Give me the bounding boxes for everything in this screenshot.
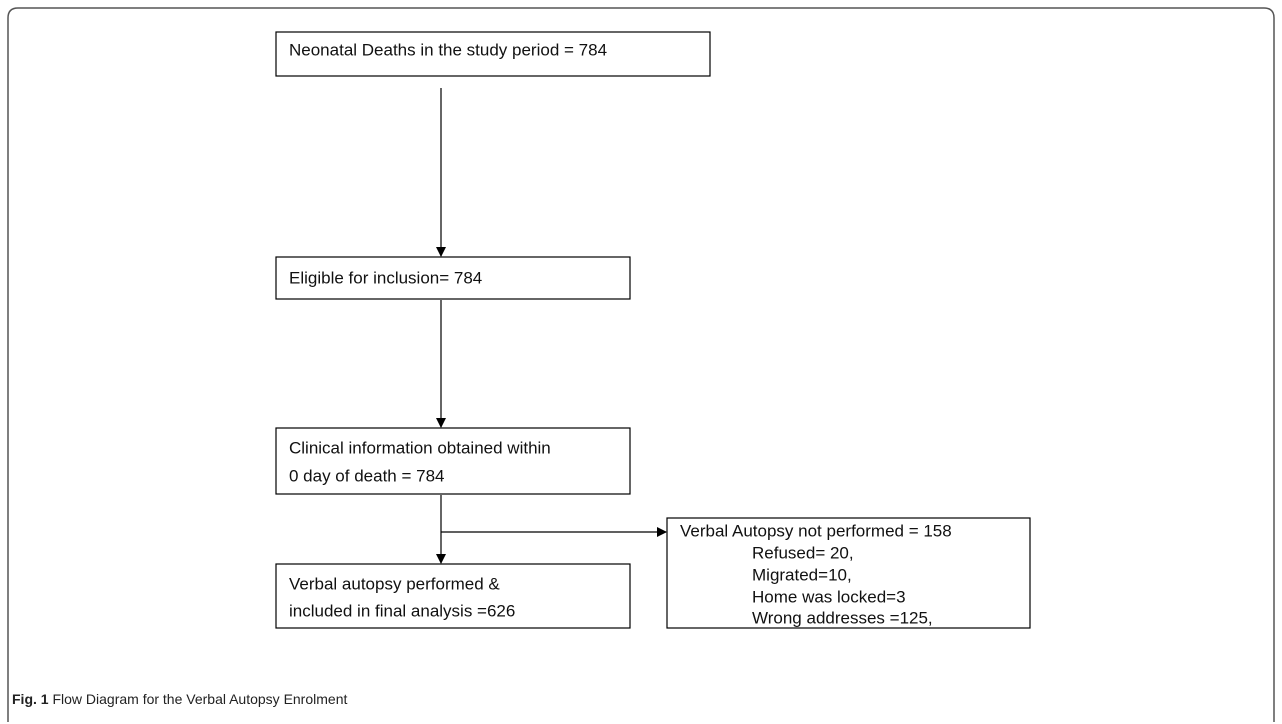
node-text: Clinical information obtained within bbox=[289, 438, 551, 457]
node-text: Migrated=10, bbox=[752, 565, 852, 584]
node-box bbox=[275, 427, 631, 495]
node-text: 0 day of death = 784 bbox=[289, 466, 445, 485]
node-text: Verbal autopsy performed & bbox=[289, 574, 500, 593]
caption-text: Flow Diagram for the Verbal Autopsy Enro… bbox=[52, 691, 347, 707]
node-box bbox=[275, 563, 631, 629]
node-box bbox=[666, 517, 1031, 629]
node-text: included in final analysis =626 bbox=[289, 601, 515, 620]
node-box bbox=[275, 256, 631, 300]
node-text: Verbal Autopsy not performed = 158 bbox=[680, 521, 952, 540]
node-text: Refused= 20, bbox=[752, 543, 854, 562]
node-box bbox=[275, 31, 711, 77]
caption: Fig. 1 Flow Diagram for the Verbal Autop… bbox=[12, 691, 347, 707]
figure-frame bbox=[7, 7, 1275, 722]
node-text: Neonatal Deaths in the study period = 78… bbox=[289, 40, 607, 59]
node-text: Eligible for inclusion= 784 bbox=[289, 268, 482, 287]
node-text: Home was locked=3 bbox=[752, 587, 906, 606]
caption-label: Fig. 1 bbox=[12, 691, 49, 707]
node-text: Wrong addresses =125, bbox=[752, 608, 933, 627]
